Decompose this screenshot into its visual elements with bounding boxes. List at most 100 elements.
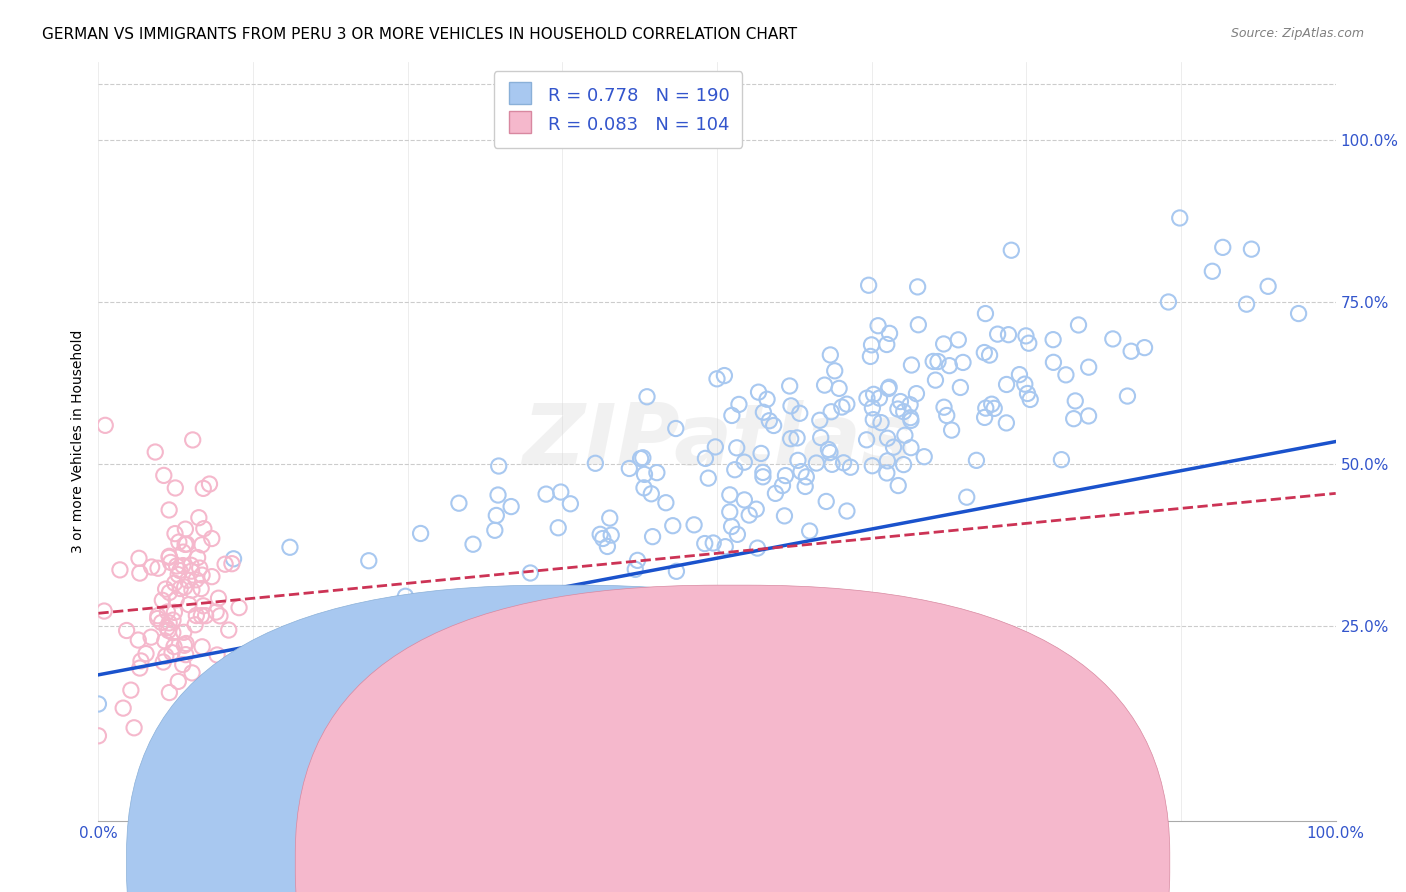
Point <box>780 399 803 413</box>
Point <box>190 582 212 596</box>
Text: Germans: Germans <box>588 855 657 870</box>
Point <box>631 450 654 465</box>
Point <box>155 582 177 596</box>
Point <box>983 401 1005 416</box>
Point <box>820 348 842 362</box>
Text: Source: ZipAtlas.com: Source: ZipAtlas.com <box>1230 27 1364 40</box>
Point <box>447 496 470 510</box>
Point <box>600 528 623 542</box>
Point <box>222 551 245 566</box>
Point <box>900 413 922 427</box>
Point <box>725 527 748 541</box>
Point <box>724 463 747 477</box>
Point <box>907 318 929 332</box>
Point <box>357 554 380 568</box>
Point <box>907 280 929 294</box>
Point <box>752 466 775 480</box>
Point <box>905 386 928 401</box>
Point <box>157 685 180 699</box>
Point <box>697 471 720 485</box>
Point <box>1067 318 1090 332</box>
Point <box>198 477 221 491</box>
Point <box>965 453 987 467</box>
Point <box>714 540 737 554</box>
Point <box>87 697 110 711</box>
Point <box>817 442 839 457</box>
Point <box>163 526 186 541</box>
Point <box>665 564 688 578</box>
Point <box>163 640 186 654</box>
Point <box>713 368 735 383</box>
Point <box>1077 360 1099 375</box>
Point <box>1168 211 1191 225</box>
Point <box>1133 341 1156 355</box>
Point <box>187 550 209 565</box>
Point <box>898 398 921 412</box>
Point <box>924 373 946 387</box>
Point <box>877 380 900 394</box>
Point <box>1121 344 1143 359</box>
Point <box>194 608 217 623</box>
Point <box>870 416 893 430</box>
Point <box>862 387 884 401</box>
Point <box>789 406 811 420</box>
Point <box>790 465 813 479</box>
Point <box>636 390 658 404</box>
Point <box>733 455 755 469</box>
Point <box>485 508 508 523</box>
Point <box>773 508 796 523</box>
Point <box>912 450 935 464</box>
Point <box>745 502 768 516</box>
Point <box>839 460 862 475</box>
Point <box>583 456 606 470</box>
Point <box>633 467 655 482</box>
Point <box>1064 393 1087 408</box>
Point <box>547 521 569 535</box>
Point <box>174 522 197 536</box>
Point <box>278 541 301 555</box>
Point <box>624 562 647 576</box>
Point <box>208 608 231 623</box>
Point <box>932 337 955 351</box>
Point <box>221 557 243 571</box>
Point <box>747 541 769 555</box>
Point <box>856 391 879 405</box>
Point <box>184 573 207 587</box>
Point <box>174 758 197 772</box>
Point <box>201 569 224 583</box>
Point <box>146 611 169 625</box>
Point <box>1017 386 1039 401</box>
Point <box>193 599 215 613</box>
Point <box>167 674 190 689</box>
Point <box>180 564 202 578</box>
Point <box>596 540 619 554</box>
Point <box>174 636 197 650</box>
Point <box>157 585 180 599</box>
Point <box>141 560 163 574</box>
Point <box>938 359 960 373</box>
Point <box>704 440 727 454</box>
Point <box>172 558 194 573</box>
Point <box>932 401 955 415</box>
Point <box>201 703 224 717</box>
Point <box>162 625 184 640</box>
Point <box>173 638 195 652</box>
Point <box>184 617 207 632</box>
Point <box>718 505 741 519</box>
Text: ZIPatlas: ZIPatlas <box>522 400 912 483</box>
Point <box>1116 389 1139 403</box>
Point <box>1212 240 1234 254</box>
Point <box>152 745 174 759</box>
Point <box>120 683 142 698</box>
Point <box>640 487 662 501</box>
Point <box>728 397 751 411</box>
Point <box>718 488 741 502</box>
Point <box>215 700 238 714</box>
Point <box>695 451 717 466</box>
Point <box>184 719 207 733</box>
Point <box>1019 392 1042 407</box>
Point <box>193 482 215 496</box>
Point <box>633 481 655 495</box>
Point <box>900 358 922 372</box>
Point <box>122 721 145 735</box>
